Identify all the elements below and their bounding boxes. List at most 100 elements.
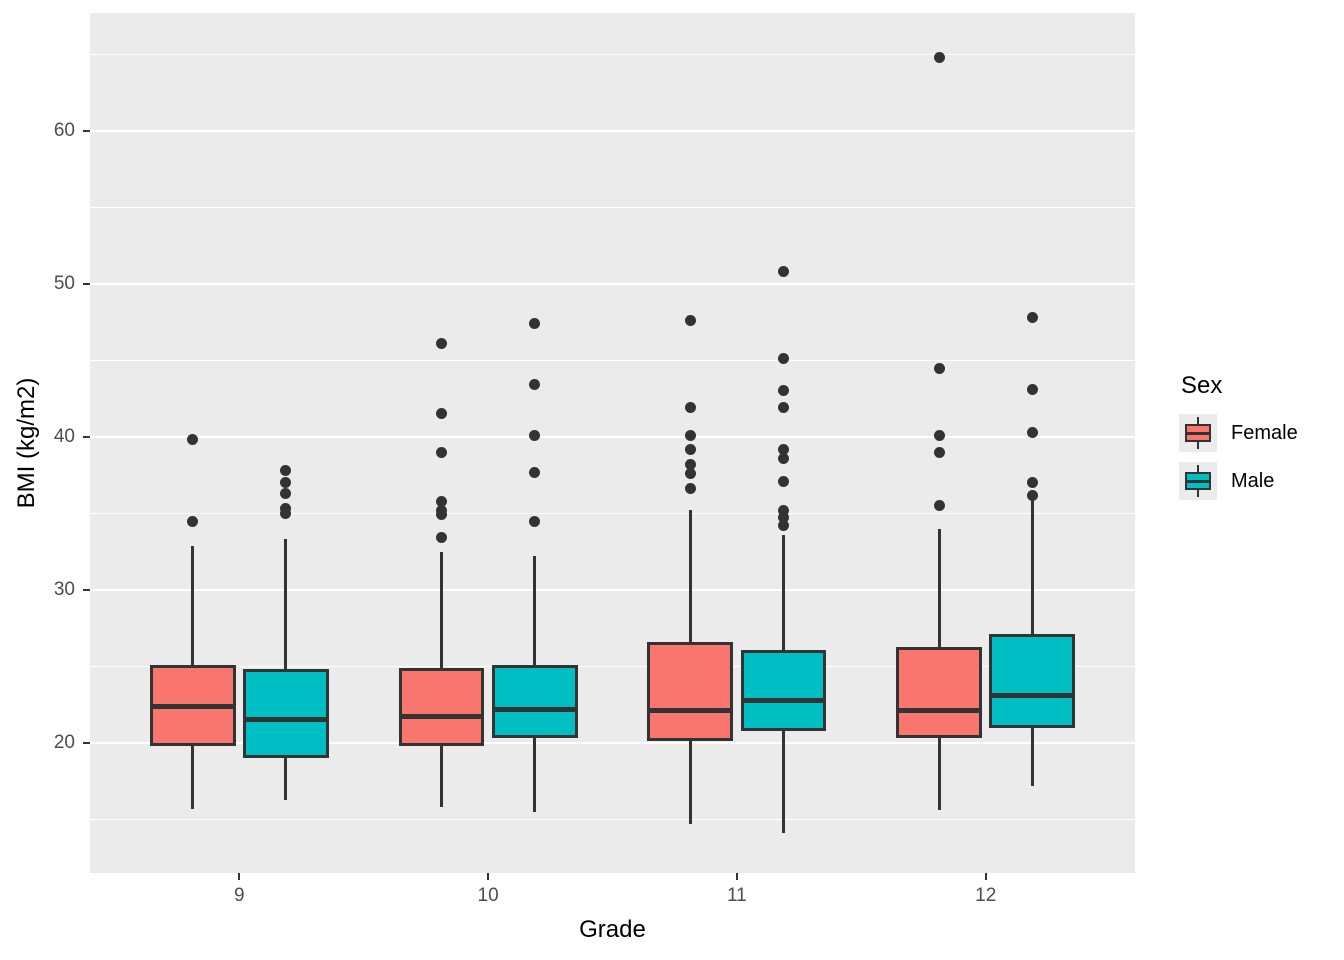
gridline-minor	[90, 206, 1135, 208]
y-tick	[83, 129, 90, 132]
outlier-point-male-grade-10	[529, 379, 541, 391]
gridline-minor	[90, 818, 1135, 820]
y-tick-label: 60	[53, 119, 75, 141]
outlier-point-female-grade-10	[435, 446, 447, 458]
outlier-point-female-grade-11	[684, 468, 696, 480]
median-line-female-grade-11	[647, 708, 734, 714]
outlier-point-female-grade-12	[933, 429, 945, 441]
outlier-point-male-grade-11	[778, 512, 790, 524]
median-line-male-grade-11	[740, 697, 827, 703]
x-axis-title: Grade	[579, 916, 646, 943]
y-tick-label: 40	[53, 425, 75, 447]
y-tick	[83, 435, 90, 438]
boxplot-box-female-grade-10	[398, 667, 485, 746]
outlier-point-female-grade-11	[684, 402, 696, 414]
outlier-point-female-grade-11	[684, 483, 696, 495]
x-tick-label: 11	[727, 885, 747, 906]
x-tick-label: 9	[233, 885, 245, 906]
outlier-point-male-grade-9	[280, 465, 292, 477]
legend-key-boxplot-icon	[1179, 462, 1217, 500]
x-tick-label: 12	[975, 885, 997, 906]
median-line-female-grade-9	[149, 703, 236, 709]
outlier-point-female-grade-10	[435, 338, 447, 350]
y-tick	[83, 588, 90, 591]
outlier-point-female-grade-9	[187, 515, 199, 527]
outlier-point-female-grade-10	[435, 532, 447, 544]
legend-entry-female: Female	[1179, 414, 1344, 452]
outlier-point-female-grade-11	[684, 443, 696, 455]
boxplot-box-female-grade-12	[896, 646, 982, 739]
outlier-point-male-grade-11	[778, 353, 790, 365]
gridline-major	[90, 741, 1135, 744]
legend-title: Sex	[1181, 372, 1223, 399]
outlier-point-male-grade-9	[280, 477, 292, 489]
boxplot-box-male-grade-9	[243, 669, 329, 759]
outlier-point-female-grade-12	[933, 500, 945, 512]
outlier-point-female-grade-11	[684, 429, 696, 441]
y-tick-label: 20	[53, 731, 75, 753]
outlier-point-male-grade-11	[778, 443, 790, 455]
outlier-point-male-grade-11	[778, 520, 790, 532]
legend: Sex Female Male	[1179, 372, 1344, 510]
x-tick	[487, 873, 490, 880]
outlier-point-male-grade-10	[529, 466, 541, 478]
x-tick	[735, 873, 738, 880]
outlier-point-male-grade-10	[529, 515, 541, 527]
outlier-point-female-grade-12	[933, 446, 945, 458]
boxplot-box-male-grade-12	[989, 634, 1076, 728]
legend-label: Female	[1231, 421, 1298, 444]
gridline-major	[90, 129, 1135, 132]
outlier-point-female-grade-11	[684, 315, 696, 327]
legend-label: Male	[1231, 469, 1275, 492]
gridline-minor	[90, 359, 1135, 361]
gridline-minor	[90, 665, 1135, 667]
y-tick	[83, 282, 90, 285]
outlier-point-male-grade-11	[778, 402, 790, 414]
x-tick-label: 10	[477, 885, 499, 906]
outlier-point-male-grade-12	[1026, 477, 1038, 489]
boxplot-box-male-grade-10	[491, 664, 578, 739]
legend-entries: Female Male	[1179, 414, 1344, 500]
outlier-point-male-grade-12	[1026, 489, 1038, 501]
outlier-point-male-grade-11	[778, 266, 790, 278]
legend-key-median	[1185, 432, 1211, 435]
y-tick	[83, 741, 90, 744]
outlier-point-male-grade-11	[778, 475, 790, 487]
legend-key-median	[1185, 480, 1211, 483]
median-line-male-grade-10	[491, 706, 578, 712]
outlier-point-male-grade-9	[280, 487, 292, 499]
outlier-point-male-grade-12	[1026, 383, 1038, 395]
boxplot-box-male-grade-11	[740, 649, 827, 731]
y-tick-label: 50	[53, 272, 75, 294]
outlier-point-female-grade-11	[684, 458, 696, 470]
y-tick-label: 30	[53, 578, 75, 600]
median-line-female-grade-12	[896, 708, 982, 714]
boxplot-box-female-grade-11	[647, 641, 734, 742]
x-tick	[238, 873, 241, 880]
outlier-point-male-grade-9	[280, 503, 292, 515]
gridline-major	[90, 588, 1135, 591]
gridline-major	[90, 282, 1135, 285]
outlier-point-male-grade-10	[529, 318, 541, 330]
x-tick	[984, 873, 987, 880]
outlier-point-female-grade-9	[187, 434, 199, 446]
legend-entry-male: Male	[1179, 462, 1344, 500]
outlier-point-male-grade-11	[778, 452, 790, 464]
outlier-point-female-grade-10	[435, 504, 447, 516]
outlier-point-male-grade-11	[778, 504, 790, 516]
outlier-point-male-grade-11	[778, 385, 790, 397]
median-line-male-grade-12	[989, 692, 1076, 698]
outlier-point-female-grade-12	[933, 51, 945, 63]
outlier-point-female-grade-10	[435, 408, 447, 420]
outlier-point-male-grade-12	[1026, 426, 1038, 438]
outlier-point-male-grade-12	[1026, 312, 1038, 324]
outlier-point-female-grade-12	[933, 362, 945, 374]
outlier-point-male-grade-10	[529, 429, 541, 441]
median-line-male-grade-9	[243, 717, 329, 723]
gridline-minor	[90, 512, 1135, 514]
gridline-major	[90, 435, 1135, 438]
outlier-point-female-grade-10	[435, 495, 447, 507]
legend-key-boxplot-icon	[1179, 414, 1217, 452]
whisker-male-grade-9	[284, 539, 288, 800]
